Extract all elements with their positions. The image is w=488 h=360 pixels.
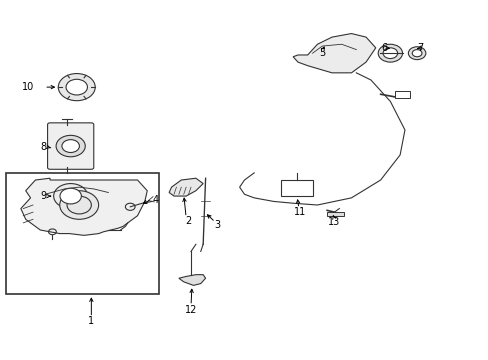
Circle shape [60, 191, 99, 219]
Polygon shape [21, 178, 147, 235]
Text: 13: 13 [327, 217, 340, 227]
Circle shape [407, 47, 425, 60]
Bar [394, 91, 409, 98]
Bar [281, 180, 312, 196]
Text: 3: 3 [214, 220, 221, 230]
Circle shape [58, 73, 95, 101]
Text: 11: 11 [294, 207, 306, 217]
Circle shape [54, 184, 87, 208]
Circle shape [60, 188, 81, 204]
Circle shape [377, 44, 402, 62]
Text: 5: 5 [319, 48, 325, 58]
Polygon shape [292, 33, 375, 73]
Text: 4: 4 [152, 195, 158, 204]
Text: 8: 8 [41, 142, 46, 152]
Text: 7: 7 [417, 43, 423, 53]
Polygon shape [169, 178, 203, 196]
FancyBboxPatch shape [47, 123, 94, 169]
Circle shape [66, 79, 87, 95]
Text: 10: 10 [22, 82, 34, 92]
Circle shape [62, 140, 79, 153]
Text: 2: 2 [185, 216, 191, 226]
Text: 9: 9 [41, 191, 46, 201]
Circle shape [411, 50, 421, 57]
Text: 12: 12 [184, 305, 197, 315]
Circle shape [382, 48, 397, 59]
Text: 1: 1 [88, 316, 94, 326]
Circle shape [56, 135, 85, 157]
Polygon shape [179, 275, 205, 285]
Text: 6: 6 [381, 43, 387, 53]
Bar [326, 212, 344, 216]
FancyBboxPatch shape [6, 173, 159, 294]
